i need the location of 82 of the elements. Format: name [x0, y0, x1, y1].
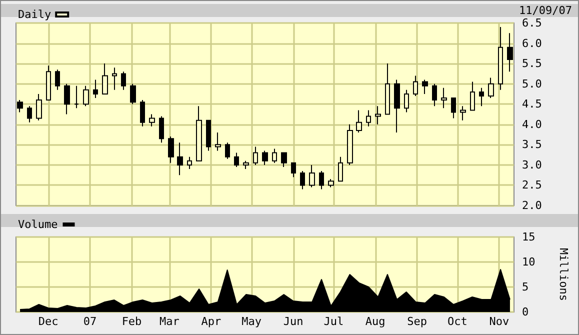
- legend-label: Daily: [18, 8, 52, 21]
- x-tick-label: Apr: [201, 315, 222, 328]
- candlestick: [225, 142, 230, 160]
- y-tick-label: 5.5: [522, 57, 542, 70]
- y-tick-label: 3.0: [522, 158, 542, 172]
- x-tick-label: Jul: [324, 315, 344, 328]
- candlestick: [422, 79, 428, 94]
- candlestick: [83, 85, 89, 107]
- y-axis-title: Millions: [557, 248, 570, 301]
- candlestick: [55, 69, 60, 90]
- candlestick: [404, 89, 409, 113]
- candlestick: [375, 106, 381, 125]
- candlestick: [149, 114, 155, 127]
- y-tick-label: 3.5: [522, 138, 542, 152]
- candlestick: [413, 75, 418, 96]
- candlestick: [507, 32, 513, 72]
- candlestick: [328, 178, 334, 188]
- candlestick: [347, 124, 353, 166]
- x-tick-label: Feb: [122, 315, 142, 328]
- x-tick-label: Mar: [160, 315, 180, 328]
- candlestick: [234, 152, 239, 168]
- legend-label: Volume: [18, 218, 58, 231]
- candlestick: [36, 93, 42, 121]
- y-tick-label: 6.0: [522, 36, 542, 50]
- candlestick: [64, 83, 70, 115]
- candlestick: [112, 67, 117, 90]
- candlestick: [177, 142, 183, 176]
- candlestick: [441, 87, 447, 109]
- candlestick: [470, 81, 475, 111]
- candlestick: [206, 120, 211, 152]
- y-tick-label: 10: [522, 256, 536, 268]
- candlestick: [385, 63, 390, 115]
- y-tick-label: 5: [522, 280, 529, 294]
- text: 11/09/07: [519, 4, 572, 17]
- candlestick: [319, 170, 324, 190]
- candlestick: [394, 79, 400, 133]
- y-tick-label: 2.5: [522, 178, 542, 192]
- candlestick: [309, 164, 315, 188]
- candlestick: [215, 132, 221, 152]
- y-tick-label: 2.0: [522, 199, 542, 212]
- candlestick: [196, 106, 202, 162]
- candlestick: [366, 110, 371, 127]
- candlestick: [356, 110, 362, 133]
- x-tick-label: Oct: [448, 315, 468, 328]
- y-tick-label: 5.0: [522, 77, 542, 90]
- x-tick-label: 07: [83, 315, 97, 328]
- candlestick: [488, 77, 494, 99]
- candlestick: [17, 100, 23, 113]
- x-tick-label: Jun: [283, 315, 304, 328]
- candlestick: [479, 87, 484, 107]
- candlestick: [130, 83, 136, 105]
- candlestick: [159, 116, 164, 144]
- candlestick: [74, 85, 79, 109]
- y-tick-label: 15: [522, 230, 536, 244]
- candlestick: [281, 152, 287, 168]
- candlestick: [451, 98, 456, 119]
- candlestick: [121, 71, 126, 90]
- candlestick: [291, 162, 296, 178]
- candlestick: [262, 150, 268, 166]
- candlestick: [168, 136, 174, 164]
- y-tick-label: 4.5: [522, 98, 542, 111]
- candlestick: [272, 148, 277, 164]
- candlestick: [46, 65, 51, 101]
- y-tick-label: 4.0: [522, 118, 542, 131]
- candlestick: [243, 160, 249, 170]
- candlestick: [338, 156, 343, 182]
- x-tick-label: May: [242, 315, 262, 328]
- x-tick-label: Nov: [489, 315, 510, 328]
- candlestick: [102, 63, 108, 94]
- candlestick: [93, 79, 98, 99]
- y-tick-label: 0: [522, 306, 529, 318]
- candlestick: [253, 146, 258, 166]
- candlestick: [460, 106, 466, 121]
- y-tick-label: 6.5: [522, 16, 542, 30]
- x-tick-label: Sep: [407, 315, 428, 328]
- candlestick: [432, 83, 437, 107]
- x-tick-label: Aug: [365, 315, 386, 328]
- candlestick: [27, 106, 32, 123]
- candlestick: [300, 170, 305, 190]
- x-tick-label: Dec: [38, 315, 58, 328]
- candlestick: [187, 156, 192, 170]
- candlestick: [140, 100, 145, 127]
